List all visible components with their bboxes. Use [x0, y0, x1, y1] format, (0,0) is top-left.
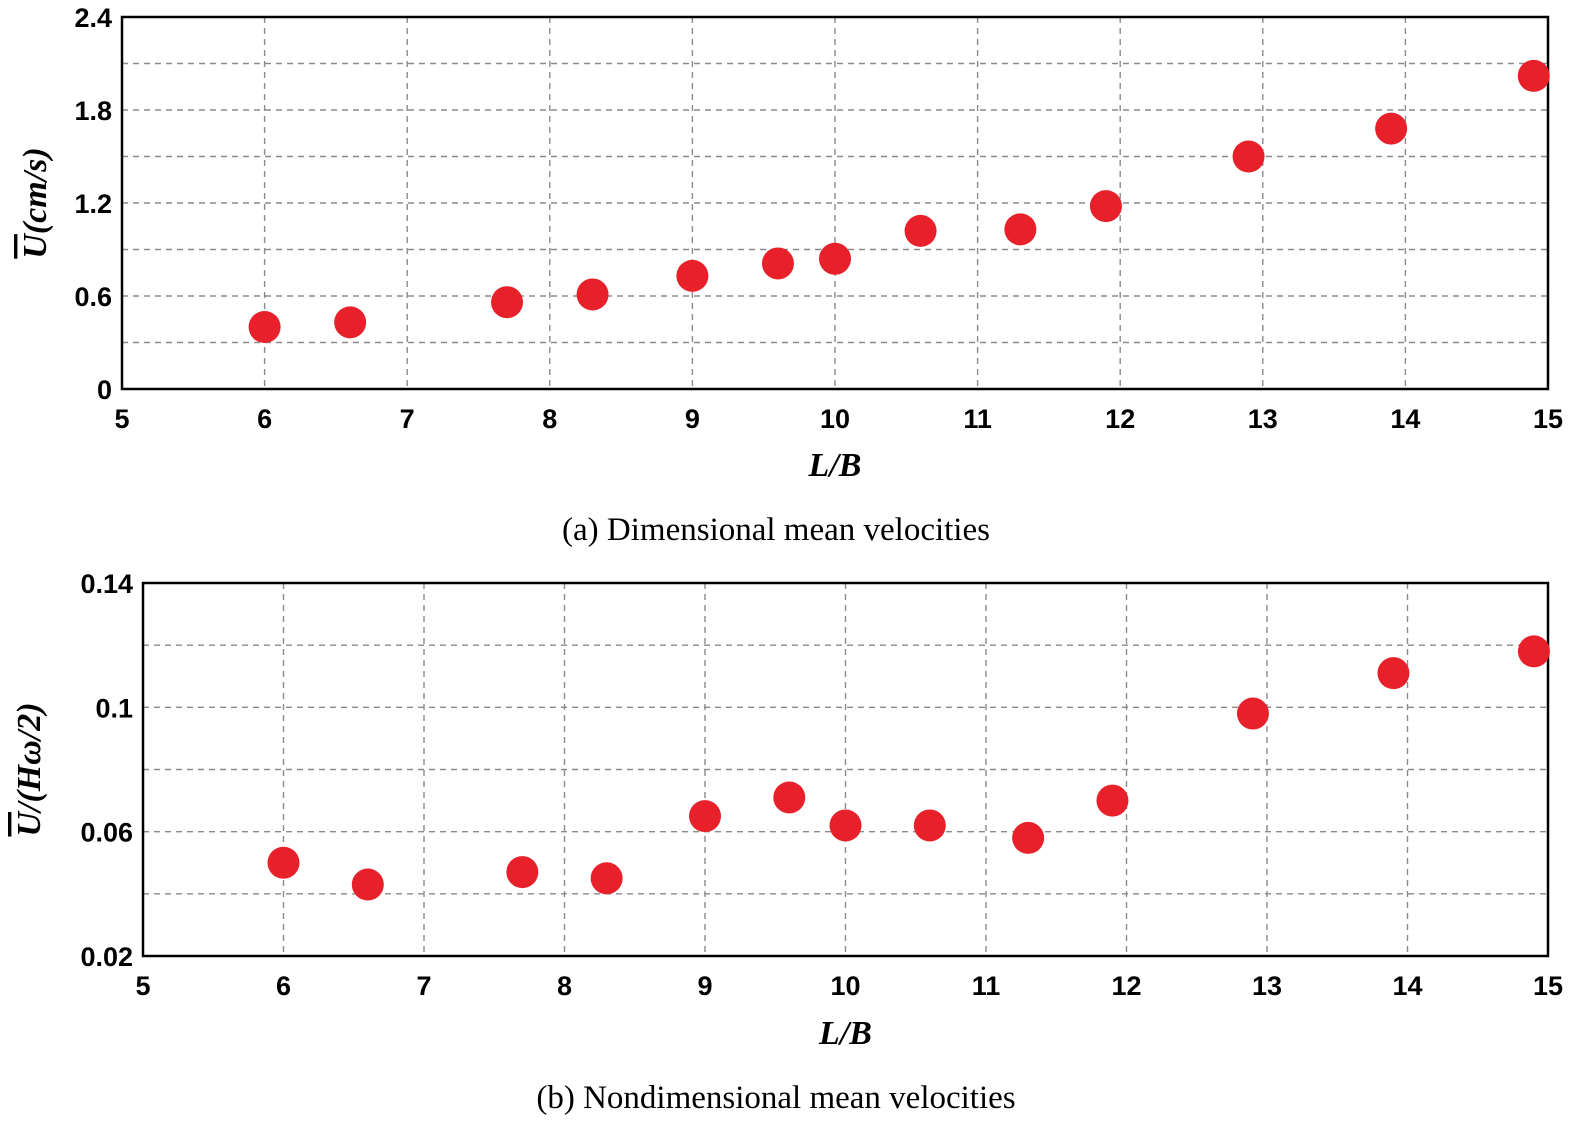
data-point	[773, 781, 806, 814]
y-tick-label: 0.6	[74, 282, 112, 312]
data-point	[491, 286, 524, 319]
data-point	[334, 306, 367, 339]
data-point	[1089, 190, 1122, 223]
x-tick-label: 13	[1248, 404, 1278, 434]
x-tick-label: 6	[257, 404, 272, 434]
x-tick-label: 7	[416, 971, 431, 1001]
x-tick-label: 9	[697, 971, 712, 1001]
data-point	[829, 809, 862, 842]
x-tick-label: 10	[830, 971, 860, 1001]
y-axis-label-symbol: U	[17, 232, 54, 259]
y-tick-label: 0.02	[80, 942, 133, 972]
x-tick-label: 7	[400, 404, 415, 434]
y-tick-label: 1.8	[74, 96, 112, 126]
plot-frame	[141, 581, 1550, 958]
x-tick-label: 11	[963, 404, 992, 434]
y-tick-label: 0.06	[80, 818, 133, 848]
panel-caption: (a) Dimensional mean velocities	[562, 512, 990, 548]
y-tick-label: 0.14	[80, 569, 133, 599]
y-axis-label: U/(Hω/2)	[11, 702, 48, 836]
y-axis-label: U(cm/s)	[17, 147, 54, 258]
x-tick-label: 9	[685, 404, 700, 434]
plot-frame	[120, 15, 1550, 391]
data-point	[1517, 59, 1550, 92]
data-point	[1377, 657, 1410, 690]
data-point	[761, 247, 794, 280]
data-point	[1236, 697, 1269, 730]
data-point	[1012, 821, 1045, 854]
x-tick-label: 6	[276, 971, 291, 1001]
data-point	[267, 846, 300, 879]
y-tick-label: 1.2	[74, 189, 112, 219]
x-axis-label: L/B	[818, 1015, 872, 1052]
y-tick-label: 0.1	[95, 693, 133, 723]
x-tick-label: 5	[135, 971, 150, 1001]
x-tick-label: 13	[1252, 971, 1282, 1001]
data-point	[576, 278, 609, 311]
panel-a-dimensional: 5 6 7 8 9 10 11 12 13 14 15 0 0.6 1.2 1.8 2.4 L/B U(cm/s)…	[17, 3, 1563, 548]
data-point	[1096, 784, 1129, 817]
x-tick-label: 8	[542, 404, 557, 434]
x-tick-label: 8	[557, 971, 572, 1001]
data-point	[351, 868, 384, 901]
data-point	[590, 862, 623, 895]
data-point	[689, 800, 721, 833]
y-tick-label: 2.4	[74, 3, 112, 33]
data-point	[1517, 635, 1550, 668]
x-tick-label: 12	[1105, 404, 1135, 434]
data-point	[1232, 140, 1265, 173]
y-axis-label-rest: /(Hω/2)	[11, 702, 48, 815]
x-axis-label: L/B	[808, 447, 862, 484]
data-point	[676, 259, 709, 292]
panel-caption: (b) Nondimensional mean velocities	[536, 1080, 1015, 1116]
x-tick-label: 10	[820, 404, 850, 434]
data-point	[913, 809, 946, 842]
x-tick-label: 15	[1533, 404, 1563, 434]
x-tick-label: 11	[972, 971, 1001, 1001]
y-axis-label-symbol: U	[11, 810, 48, 837]
y-tick-label: 0	[97, 375, 112, 405]
x-tick-label: 14	[1390, 404, 1420, 434]
x-tick-label: 15	[1533, 971, 1563, 1001]
panel-b-nondimensional: 5 6 7 8 9 10 11 12 13 14 15 0.02 0.06 0.1 0.14 L/B U/(Hω…	[11, 569, 1563, 1116]
y-axis-label-rest: (cm/s)	[17, 147, 54, 234]
x-tick-label: 12	[1111, 971, 1141, 1001]
data-point	[904, 214, 937, 247]
data-point	[1004, 213, 1037, 246]
data-point	[1375, 112, 1408, 145]
data-point	[506, 856, 539, 889]
data-point	[248, 311, 281, 343]
x-tick-label: 5	[114, 404, 129, 434]
data-point	[819, 242, 851, 275]
x-tick-label: 14	[1392, 971, 1422, 1001]
